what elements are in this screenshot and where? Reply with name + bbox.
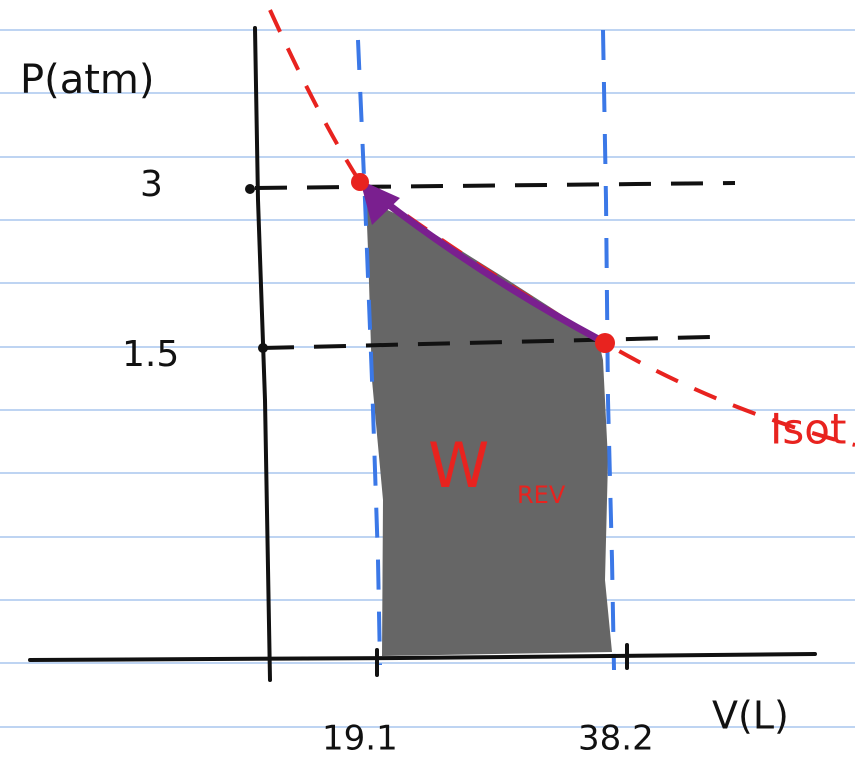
curve-label: Isot bbox=[770, 405, 846, 454]
axis-dot bbox=[245, 184, 255, 194]
area-subscript: REV bbox=[517, 481, 566, 509]
x-axis-label: V(L) bbox=[712, 694, 789, 738]
state-point bbox=[351, 173, 369, 191]
y-axis-label: P(atm) bbox=[20, 57, 155, 103]
x-mark-label: 38.2 bbox=[578, 719, 654, 759]
work-area bbox=[366, 200, 612, 656]
diagram: P(atm) 3 1.5 19.1 38.2 V(L) W REV Isot bbox=[0, 0, 855, 763]
state-point bbox=[595, 333, 615, 353]
axis-dot bbox=[258, 343, 268, 353]
x-mark-label: 19.1 bbox=[322, 719, 398, 759]
y-mark-label: 3 bbox=[140, 164, 163, 205]
y-mark-label: 1.5 bbox=[122, 334, 179, 375]
area-label: W bbox=[428, 429, 489, 502]
page: P(atm) 3 1.5 19.1 38.2 V(L) W REV Isot (… bbox=[0, 0, 855, 763]
